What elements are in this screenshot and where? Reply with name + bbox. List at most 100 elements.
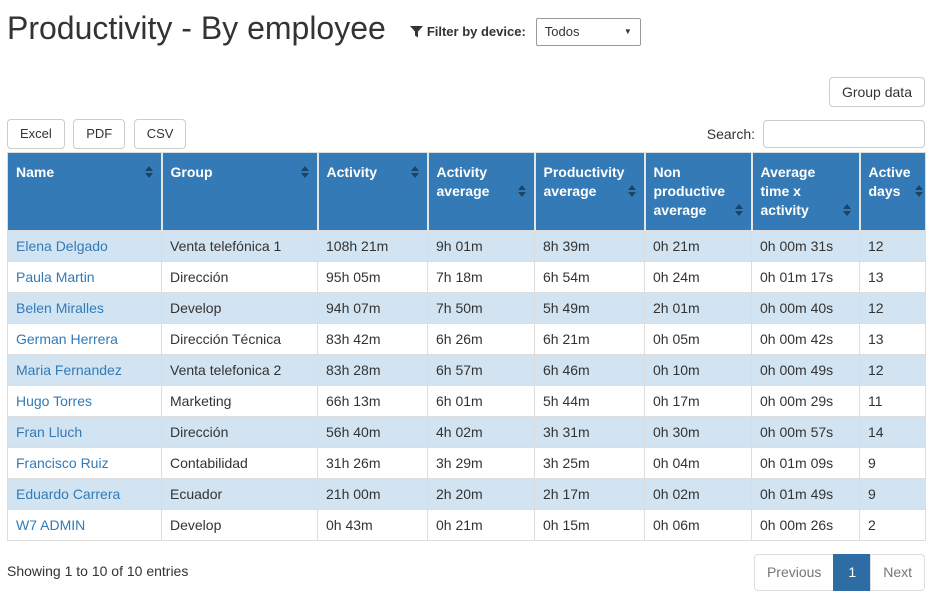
table-row: German Herrera Dirección Técnica 83h 42m 6h…: [7, 323, 926, 355]
column-label: Average time x activity: [760, 164, 816, 218]
table-header-row: Name Group Activity Activity average Product…: [7, 152, 926, 231]
table-cell: Develop: [161, 509, 318, 541]
table-cell: 0h 30m: [644, 416, 752, 448]
column-header-average-time-x-activity[interactable]: Average time x activity: [750, 152, 860, 231]
table-cell: 83h 42m: [317, 323, 428, 355]
pagination-previous[interactable]: Previous: [753, 554, 835, 591]
device-select[interactable]: Todos ▼: [535, 17, 641, 46]
sort-icon: [144, 166, 153, 178]
table-cell: 56h 40m: [317, 416, 428, 448]
excel-button[interactable]: Excel: [7, 119, 65, 149]
table-cell: 7h 50m: [427, 292, 535, 324]
sort-icon: [734, 204, 743, 216]
pagination-page-1[interactable]: 1: [833, 554, 872, 591]
name-cell: Fran Lluch: [7, 416, 162, 448]
table-cell: 2h 17m: [534, 478, 645, 510]
name-cell: Paula Martin: [7, 261, 162, 293]
table-cell: 3h 31m: [534, 416, 645, 448]
table-cell: Dirección: [161, 261, 318, 293]
column-header-active-days[interactable]: Active days: [858, 152, 926, 231]
table-cell: 31h 26m: [317, 447, 428, 479]
table-cell: 0h 04m: [644, 447, 752, 479]
table-cell: 5h 44m: [534, 385, 645, 417]
employee-name-link[interactable]: Paula Martin: [16, 268, 95, 285]
csv-button[interactable]: CSV: [133, 119, 187, 149]
column-label: Activity: [326, 164, 378, 180]
employee-name-link[interactable]: Fran Lluch: [16, 423, 83, 440]
table-cell: 2h 01m: [644, 292, 752, 324]
employee-name-link[interactable]: Maria Fernandez: [16, 361, 122, 378]
table-cell: 0h 00m 29s: [751, 385, 860, 417]
table-toolbar: Excel PDF CSV Search:: [7, 119, 925, 149]
table-cell: 7h 18m: [427, 261, 535, 293]
table-cell: 0h 01m 17s: [751, 261, 860, 293]
column-header-group[interactable]: Group: [160, 152, 318, 231]
column-header-activity[interactable]: Activity: [316, 152, 428, 231]
column-label: Non productive average: [653, 164, 726, 218]
search-input[interactable]: [763, 120, 925, 148]
table-header: Name Group Activity Activity average Product…: [7, 152, 926, 231]
sort-icon: [410, 166, 419, 178]
pagination: Previous 1 Next: [753, 554, 925, 591]
employee-name-link[interactable]: Hugo Torres: [16, 392, 93, 409]
table-cell: Develop: [161, 292, 318, 324]
sort-icon: [842, 204, 851, 216]
table-cell: 6h 54m: [534, 261, 645, 293]
column-label: Group: [170, 164, 213, 180]
column-header-name[interactable]: Name: [7, 152, 162, 231]
table-cell: 13: [859, 261, 926, 293]
employee-name-link[interactable]: Elena Delgado: [16, 237, 108, 254]
device-select-value: Todos: [544, 24, 580, 39]
name-cell: German Herrera: [7, 323, 162, 355]
search-group: Search:: [707, 120, 925, 148]
table-cell: 0h 00m 49s: [751, 354, 860, 386]
sort-icon: [914, 185, 923, 197]
name-cell: Francisco Ruiz: [7, 447, 162, 479]
employee-table: Name Group Activity Activity average Product…: [7, 152, 926, 541]
table-cell: 21h 00m: [317, 478, 428, 510]
table-cell: 0h 10m: [644, 354, 752, 386]
table-cell: 0h 43m: [317, 509, 428, 541]
employee-name-link[interactable]: W7 ADMIN: [16, 516, 86, 533]
sort-icon: [517, 185, 526, 197]
table-cell: 0h 06m: [644, 509, 752, 541]
table-cell: 12: [859, 230, 926, 262]
column-header-non-productive-average[interactable]: Non productive average: [643, 152, 752, 231]
employee-name-link[interactable]: Belen Miralles: [16, 299, 104, 316]
table-cell: 2h 20m: [427, 478, 535, 510]
name-cell: Maria Fernandez: [7, 354, 162, 386]
chevron-down-icon: ▼: [623, 26, 632, 36]
table-cell: 3h 29m: [427, 447, 535, 479]
column-header-productivity-average[interactable]: Productivity average: [533, 152, 645, 231]
column-header-activity-average[interactable]: Activity average: [426, 152, 535, 231]
table-cell: 0h 00m 57s: [751, 416, 860, 448]
pdf-button[interactable]: PDF: [73, 119, 126, 149]
table-cell: Dirección Técnica: [161, 323, 318, 355]
pagination-next[interactable]: Next: [870, 554, 925, 591]
table-row: W7 ADMIN Develop 0h 43m 0h 21m 0h 15m 0h 06m 0…: [7, 509, 926, 541]
table-cell: 6h 57m: [427, 354, 535, 386]
table-cell: Marketing: [161, 385, 318, 417]
table-cell: 5h 49m: [534, 292, 645, 324]
employee-name-link[interactable]: Eduardo Carrera: [16, 485, 121, 502]
employee-name-link[interactable]: Francisco Ruiz: [16, 454, 109, 471]
table-cell: 0h 17m: [644, 385, 752, 417]
table-cell: 6h 21m: [534, 323, 645, 355]
table-cell: 0h 02m: [644, 478, 752, 510]
name-cell: Belen Miralles: [7, 292, 162, 324]
table-row: Hugo Torres Marketing 66h 13m 6h 01m 5h 44m 0…: [7, 385, 926, 417]
table-cell: 12: [859, 354, 926, 386]
export-buttons: Excel PDF CSV: [7, 119, 190, 149]
search-label: Search:: [706, 126, 755, 142]
table-cell: 0h 00m 40s: [751, 292, 860, 324]
sort-icon: [300, 166, 309, 178]
name-cell: Eduardo Carrera: [7, 478, 162, 510]
table-cell: 66h 13m: [317, 385, 428, 417]
table-cell: 108h 21m: [317, 230, 428, 262]
employee-name-link[interactable]: German Herrera: [16, 330, 118, 347]
table-body: Elena Delgado Venta telefónica 1 108h 21m 9…: [7, 230, 926, 541]
table-cell: 0h 24m: [644, 261, 752, 293]
group-data-button[interactable]: Group data: [828, 77, 925, 107]
table-cell: 14: [859, 416, 926, 448]
